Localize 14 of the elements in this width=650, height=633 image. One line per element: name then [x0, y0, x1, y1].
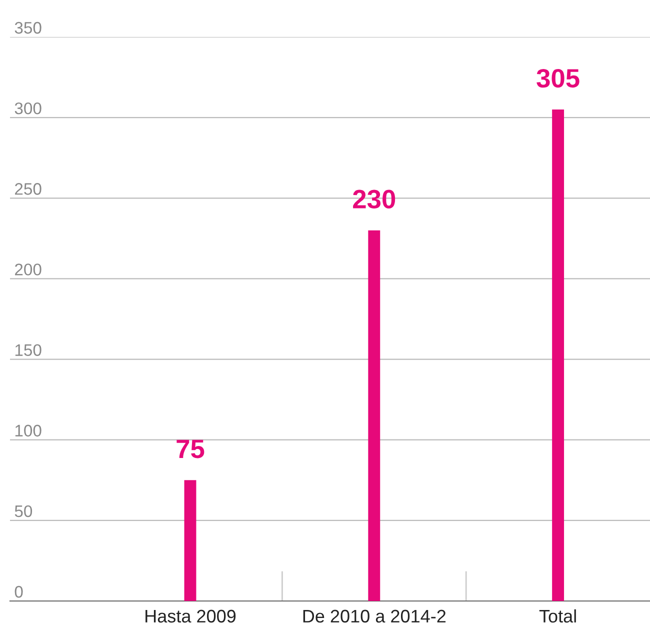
- x-tick-label: Hasta 2009: [146, 610, 236, 623]
- y-tick-label: 50: [14, 505, 32, 518]
- y-tick-label: 250: [15, 183, 42, 195]
- y-tick-label: 100: [15, 424, 42, 437]
- data-label: 305: [536, 68, 580, 88]
- y-tick-label: 300: [14, 102, 42, 114]
- x-tick-label: Total: [539, 609, 576, 623]
- y-tick-label: 200: [15, 264, 42, 276]
- x-tick-label: De 2010 a 2014-2: [303, 610, 446, 623]
- data-label: 230: [353, 190, 396, 209]
- y-tick-label: 150: [15, 344, 42, 356]
- data-label: 75: [176, 440, 204, 458]
- y-tick-label: 350: [14, 22, 42, 34]
- y-tick-label: 0: [14, 586, 23, 598]
